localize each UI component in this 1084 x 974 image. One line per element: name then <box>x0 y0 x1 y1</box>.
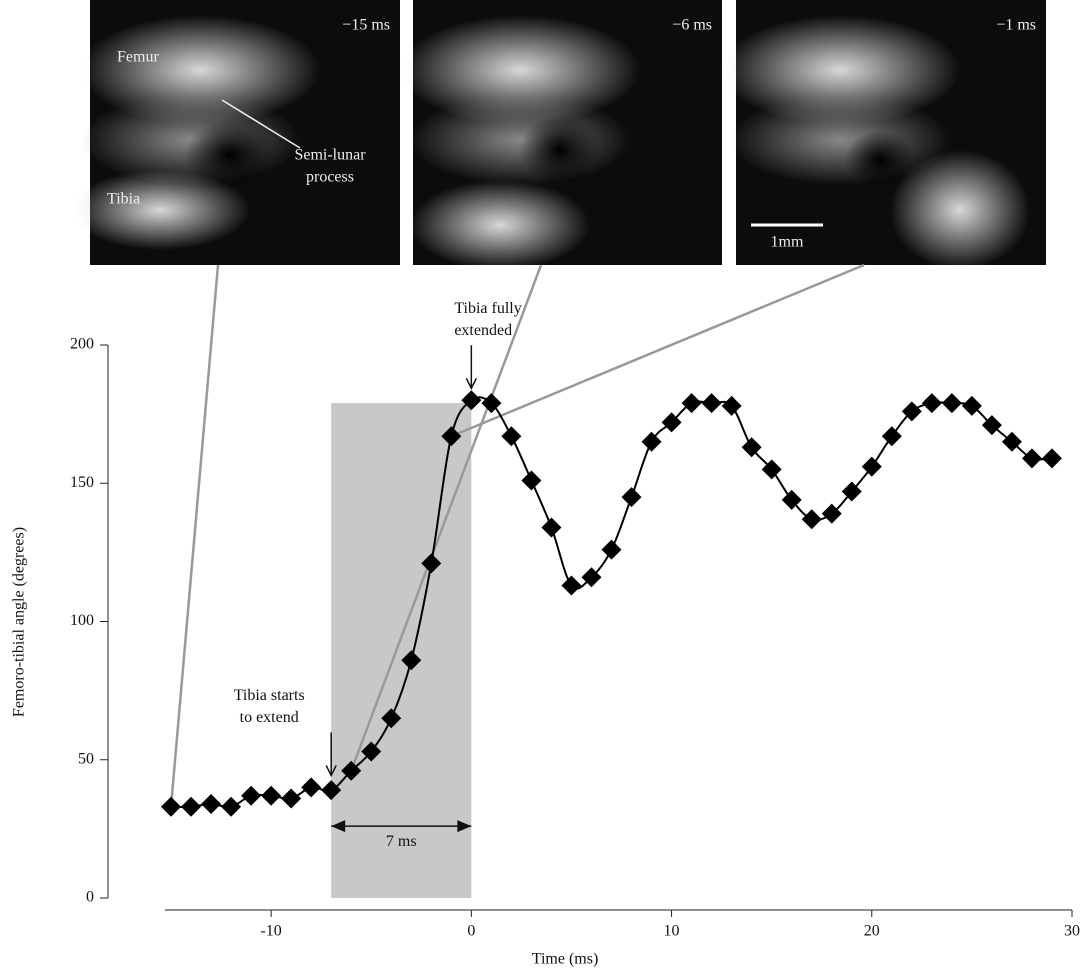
y-tick-label: 100 <box>70 612 94 629</box>
panel-time: −1 ms <box>996 17 1036 34</box>
data-point <box>221 796 242 817</box>
data-point <box>741 437 762 458</box>
data-point <box>481 393 502 414</box>
data-point <box>241 785 262 806</box>
data-point <box>801 509 822 530</box>
data-point <box>421 553 442 574</box>
x-axis-label: Time (ms) <box>532 951 599 968</box>
panel-connector <box>169 264 220 807</box>
data-point <box>401 650 422 671</box>
annotation-text: extended <box>454 322 512 339</box>
arrow-head <box>325 765 337 778</box>
data-point <box>601 539 622 560</box>
y-tick-label: 50 <box>78 750 94 767</box>
arrow-head <box>457 820 472 833</box>
y-tick-label: 0 <box>86 889 94 906</box>
data-point <box>661 412 682 433</box>
shaded-region <box>331 403 472 898</box>
data-point <box>921 393 942 414</box>
data-point <box>901 401 922 422</box>
annotation-text: Tibia starts <box>234 687 305 704</box>
x-tick-label: -10 <box>260 923 281 940</box>
data-point <box>681 393 702 414</box>
data-point <box>821 503 842 524</box>
data-point <box>461 390 482 411</box>
data-point <box>341 760 362 781</box>
data-point <box>941 393 962 414</box>
data-point <box>981 415 1002 436</box>
data-point <box>181 796 202 817</box>
arrow-head <box>465 377 478 390</box>
panel-time: −6 ms <box>672 17 712 34</box>
data-point <box>501 426 522 447</box>
data-point <box>261 785 282 806</box>
data-point <box>701 393 722 414</box>
x-tick-label: 20 <box>864 923 880 940</box>
data-point <box>861 456 882 477</box>
panel-connector <box>450 263 865 438</box>
data-point <box>161 796 182 817</box>
data-point <box>441 426 462 447</box>
y-axis-label: Femoro-tibial angle (degrees) <box>11 527 28 717</box>
x-tick-label: 10 <box>664 923 680 940</box>
data-point <box>581 567 602 588</box>
data-point <box>201 793 222 814</box>
annotation-text: to extend <box>240 709 299 726</box>
data-point <box>781 489 802 510</box>
y-tick-label: 200 <box>70 336 94 353</box>
data-point <box>281 788 302 809</box>
data-point <box>361 741 382 762</box>
panel-time: −15 ms <box>342 17 390 34</box>
data-point <box>321 780 342 801</box>
data-point <box>961 395 982 416</box>
photo-panel <box>400 0 722 270</box>
data-point <box>841 481 862 502</box>
data-point <box>761 459 782 480</box>
panel-label: process <box>306 169 354 186</box>
scale-label: 1mm <box>771 234 804 251</box>
data-point <box>621 487 642 508</box>
data-point <box>521 470 542 491</box>
data-point <box>381 708 402 729</box>
panel-label: Femur <box>117 49 159 66</box>
data-point <box>301 777 322 798</box>
series-line <box>171 396 1053 809</box>
annotation-text: Tibia fully <box>454 300 521 317</box>
span-label: 7 ms <box>386 833 417 850</box>
data-point <box>1001 431 1022 452</box>
data-point <box>641 431 662 452</box>
panel-connector <box>350 264 543 772</box>
data-point <box>561 575 582 596</box>
data-point <box>541 517 562 538</box>
photo-panel <box>70 0 400 265</box>
data-point <box>881 426 902 447</box>
photo-panel <box>720 0 1046 270</box>
x-tick-label: 30 <box>1064 923 1080 940</box>
data-point <box>1021 448 1042 469</box>
x-tick-label: 0 <box>467 923 475 940</box>
data-point <box>1041 448 1062 469</box>
panel-label: Tibia <box>107 191 140 208</box>
arrow-head <box>331 820 346 833</box>
data-point <box>721 395 742 416</box>
y-tick-label: 150 <box>70 474 94 491</box>
panel-label: Semi-lunar <box>294 147 366 164</box>
